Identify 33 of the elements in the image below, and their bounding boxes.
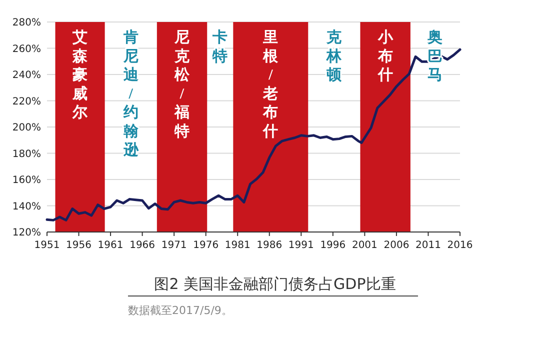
- band-label: 尼克松/福特: [174, 30, 191, 140]
- band-label: 里根/老布什: [262, 30, 280, 140]
- x-tick-label: 1986: [256, 240, 282, 251]
- x-tick-label: 1991: [288, 240, 314, 251]
- annotation: 肯尼迪/约翰逊: [122, 29, 140, 158]
- band-label: 小布什: [376, 29, 394, 84]
- x-tick-label: 1956: [66, 240, 92, 251]
- y-tick-label: 220%: [12, 96, 41, 108]
- x-tick-label: 1981: [224, 240, 250, 251]
- x-tick-label: 1966: [130, 240, 156, 251]
- text: 数据截至2017/5/9。: [128, 304, 232, 317]
- y-tick-label: 120%: [12, 228, 41, 238]
- y-tick-label: 140%: [12, 201, 41, 212]
- band-label: 艾森豪威尔: [72, 29, 89, 121]
- x-tick-label: 1971: [161, 240, 187, 251]
- annotation: 克林顿: [326, 29, 343, 84]
- annotation: 卡特: [212, 29, 228, 65]
- x-tick-label: 2011: [416, 240, 441, 251]
- y-tick-label: 260%: [12, 44, 41, 55]
- text: 图2 美国非金融部门债务占GDP比重: [154, 275, 396, 293]
- x-tick-label: 1976: [193, 240, 219, 251]
- y-tick-label: 280%: [12, 18, 41, 28]
- x-tick-label: 2001: [352, 240, 378, 251]
- x-tick-label: 1996: [320, 240, 346, 251]
- line-series: [46, 48, 462, 222]
- y-tick-label: 160%: [12, 175, 41, 186]
- y-tick-label: 240%: [12, 70, 41, 81]
- y-tick-label: 200%: [12, 122, 41, 134]
- x-tick-label: 2006: [384, 240, 410, 251]
- x-tick-label: 2016: [447, 240, 473, 251]
- x-tick-label: 1951: [34, 240, 60, 251]
- y-tick-label: 180%: [12, 148, 41, 160]
- x-tick-label: 1961: [98, 240, 124, 251]
